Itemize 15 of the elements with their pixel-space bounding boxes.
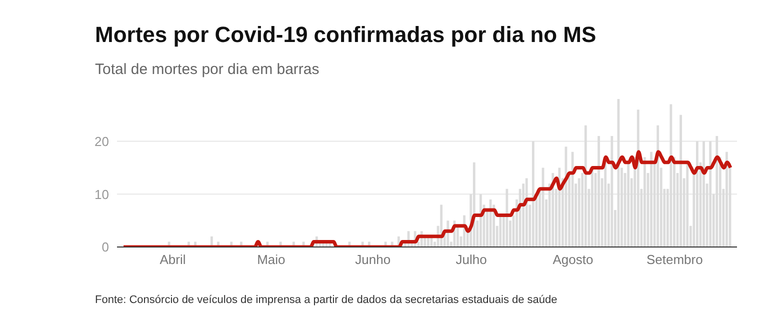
line-series [122, 150, 732, 247]
y-tick-label: 20 [94, 134, 109, 149]
x-tick-label: Maio [257, 252, 286, 268]
x-tick-label: Setembro [646, 252, 703, 268]
x-tick-label: Agosto [552, 252, 594, 268]
chart-title: Mortes por Covid-19 confirmadas por dia no MS [95, 22, 596, 48]
bar [440, 204, 443, 247]
source-note: Fonte: Consórcio de veículos de imprensa a partir de dados da secretarias estaduais de saúde [95, 294, 558, 306]
bar [499, 215, 502, 247]
x-tick-label: Abril [160, 252, 186, 268]
y-tick-label: 0 [102, 240, 109, 255]
chart-subtitle: Total de mortes por dia em barras [95, 61, 320, 78]
x-tick-label: Junho [355, 252, 391, 268]
y-tick-label: 10 [94, 186, 109, 202]
x-tick-label: Julho [456, 252, 487, 268]
